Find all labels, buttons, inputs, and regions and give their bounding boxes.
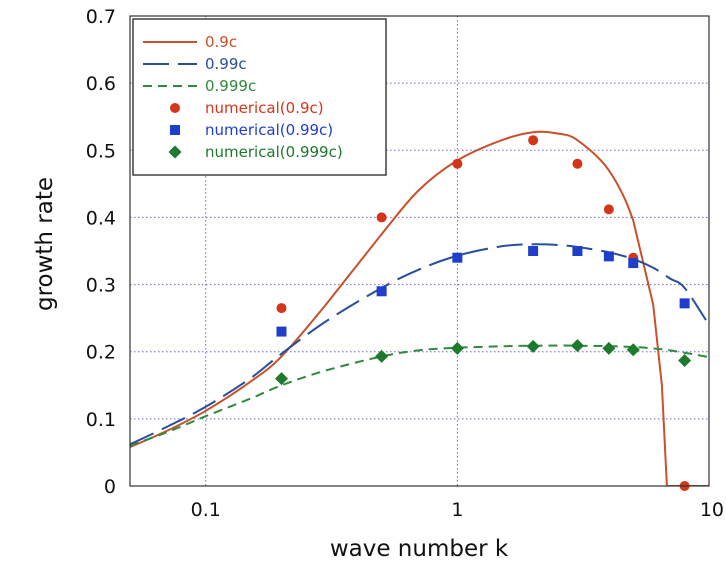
x-tick-label: 1: [451, 499, 463, 521]
data-point-numerical(0.999c): [678, 353, 692, 367]
x-tick-labels: 0.1 1 10: [191, 499, 724, 521]
data-point-numerical(0.9c): [276, 303, 287, 314]
legend: 0.9c 0.99c 0.999c numerical(0.9c) numerical(…: [132, 18, 387, 176]
legend-label-numerical(0.99c): numerical(0.99c): [205, 121, 333, 139]
data-point-numerical(0.999c): [626, 343, 640, 357]
series-line-0.99c: [130, 243, 709, 446]
legend-marker-numerical(0.99c): [170, 125, 180, 135]
data-point-numerical(0.999c): [274, 372, 288, 386]
y-tick-label: 0.4: [86, 207, 116, 229]
data-point-numerical(0.9c): [603, 204, 614, 215]
legend-marker-numerical(0.999c): [168, 145, 182, 159]
y-tick-label: 0.5: [86, 140, 116, 162]
series-points: [274, 135, 692, 491]
legend-label-0.9c: 0.9c: [205, 33, 237, 51]
series-line-0.999c: [130, 344, 709, 447]
y-tick-label: 0.1: [86, 409, 116, 431]
data-point-numerical(0.999c): [570, 339, 584, 353]
y-axis-title: growth rate: [32, 177, 58, 311]
data-point-numerical(0.99c): [572, 246, 583, 256]
y-tick-label: 0.6: [86, 73, 116, 95]
data-point-numerical(0.9c): [452, 158, 463, 169]
data-point-numerical(0.99c): [376, 286, 387, 297]
data-point-numerical(0.999c): [375, 349, 389, 363]
data-point-numerical(0.99c): [452, 252, 463, 263]
legend-marker-numerical(0.9c): [170, 103, 180, 113]
data-point-numerical(0.99c): [628, 258, 639, 269]
y-tick-label: 0.3: [86, 275, 116, 297]
y-tick-label: 0.2: [86, 342, 116, 364]
y-tick-label: 0.7: [86, 6, 116, 28]
data-point-numerical(0.999c): [526, 339, 540, 353]
x-tick-label: 0.1: [191, 499, 221, 521]
y-tick-labels: 0 0.1 0.2 0.3 0.4 0.5 0.6 0.7: [86, 6, 116, 498]
series-line-0.9c: [130, 130, 709, 486]
data-point-numerical(0.99c): [603, 251, 614, 262]
y-tick-label: 0: [104, 476, 116, 498]
data-point-numerical(0.999c): [450, 341, 464, 355]
legend-label-numerical(0.999c): numerical(0.999c): [205, 143, 343, 161]
data-point-numerical(0.9c): [572, 158, 583, 169]
data-point-numerical(0.999c): [602, 341, 616, 355]
data-point-numerical(0.99c): [679, 298, 690, 309]
data-point-numerical(0.9c): [528, 135, 539, 146]
series-lines: [130, 130, 709, 486]
data-point-numerical(0.99c): [528, 246, 539, 256]
legend-label-0.999c: 0.999c: [205, 77, 256, 95]
plot-frame: [129, 15, 710, 487]
legend-label-numerical(0.9c): numerical(0.9c): [205, 99, 324, 117]
legend-label-0.99c: 0.99c: [205, 55, 247, 73]
x-tick-label: 10: [700, 499, 724, 521]
data-point-numerical(0.99c): [276, 326, 287, 337]
x-axis-title: wave number k: [330, 536, 509, 562]
data-point-numerical(0.9c): [376, 212, 387, 223]
